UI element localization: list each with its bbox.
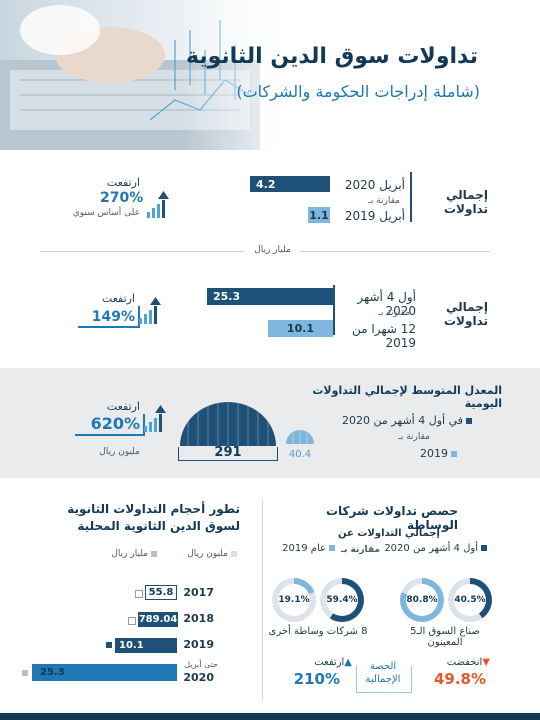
brokers-legend-current-swatch xyxy=(481,545,487,551)
daily-small-dome xyxy=(286,430,314,444)
volumes-2020-note: حتى أبريل xyxy=(184,660,218,669)
donut-other-brokers-previous: 19.1% xyxy=(272,578,316,622)
decline-group: ▼انخفضت xyxy=(420,657,490,668)
daily-legend-current-swatch xyxy=(466,418,472,424)
daily-legend-previous-text: 2019 xyxy=(420,447,448,460)
hero-fade xyxy=(180,0,540,150)
share-label-box xyxy=(356,666,412,693)
volumes-legend-billion-text: مليار ريال xyxy=(111,549,148,559)
volumes-title-line2: لسوق الدين الثانوية المحلية xyxy=(77,519,240,533)
section1-divider-line xyxy=(410,172,412,222)
daily-average-title: المعدل المتوسط لإجمالي التداولات اليومية xyxy=(312,384,502,410)
donut-other-brokers-current: 59.4% xyxy=(320,578,364,622)
section1-growth-arrow-icon xyxy=(147,191,169,218)
daily-legend-current: في أول 4 أشهر من 2020 xyxy=(335,414,475,427)
volumes-2017-year: 2017 xyxy=(183,586,214,599)
daily-small-value: 40.4 xyxy=(288,449,312,460)
volumes-legend-million-swatch xyxy=(231,550,237,557)
brokers-legend-previous: عام 2019 xyxy=(280,543,338,554)
volumes-2017-marker xyxy=(135,590,143,598)
donut-market-makers-current: 40.5% xyxy=(448,578,492,622)
daily-legend-previous: 2019 xyxy=(390,447,460,460)
volumes-legend-million-text: مليون ريال xyxy=(187,549,228,559)
section1-label: إجمالي تداولات xyxy=(443,188,488,216)
daily-legend-previous-swatch xyxy=(451,451,457,457)
volumes-2019-bar: 10.1 xyxy=(115,638,177,653)
volumes-2020-year: 2020 xyxy=(183,671,214,684)
section2-current-bar: 25.3 xyxy=(207,288,333,305)
decline-word: انخفضت xyxy=(446,657,483,668)
section1-compare-text: مقارنة بـ xyxy=(368,196,400,206)
column-divider xyxy=(262,500,263,700)
volumes-legend-million: مليون ريال xyxy=(160,549,240,559)
section2-growth-arrow-icon xyxy=(139,297,161,324)
section1-change-word: ارتفعت xyxy=(106,176,140,189)
daily-compare-text: مقارنة بـ xyxy=(398,432,430,442)
unit-divider-label: مليار ريال xyxy=(254,245,291,255)
daily-change-value: 620% xyxy=(90,414,140,433)
volumes-2020-marker xyxy=(22,670,28,676)
daily-big-dome xyxy=(180,402,276,446)
section1-previous-label: أبريل 2019 xyxy=(344,209,405,223)
section2-change-box xyxy=(78,306,140,328)
volumes-title-line1: تطور أحجام التداولات الثانوية xyxy=(67,502,240,516)
volumes-2018-year: 2018 xyxy=(183,612,214,625)
brokers-legend-previous-text: عام 2019 xyxy=(282,543,326,554)
down-arrow-icon: ▼ xyxy=(482,657,490,668)
brokers-subtitle: إجمالي التداولات عن xyxy=(338,528,440,539)
section1-previous-bar: 1.1 xyxy=(308,207,330,223)
daily-change-word: ارتفعت xyxy=(106,400,140,413)
page-subtitle: (شاملة إدراجات الحكومة والشركات) xyxy=(236,82,480,101)
share-label: الحصة الإجمالية xyxy=(365,661,401,685)
volumes-2019-marker xyxy=(106,642,112,648)
unit-divider-line-left xyxy=(40,251,245,252)
brokers-legend-current: أول 4 أشهر من 2020 xyxy=(380,543,490,554)
increase-value: 210% xyxy=(293,670,340,688)
section1-change-note: على أساس سنوي xyxy=(72,208,140,218)
section2-previous-label: 12 شهرا من 2019 xyxy=(351,322,416,350)
donut-market-makers-previous: 80.8% xyxy=(400,578,444,622)
daily-average-band xyxy=(0,368,540,478)
daily-big-base xyxy=(178,447,278,461)
section2-divider-line xyxy=(333,285,335,335)
section2-change-value: 149% xyxy=(91,309,135,325)
daily-legend-current-text: في أول 4 أشهر من 2020 xyxy=(342,414,463,427)
volumes-2018-marker xyxy=(128,617,136,625)
section2-previous-bar: 10.1 xyxy=(268,320,333,337)
volumes-legend-billion-swatch xyxy=(151,550,157,557)
daily-change-box xyxy=(75,414,145,436)
donut-market-makers-label: صناع السوق الـ5 المعينون xyxy=(410,626,480,648)
volumes-2017-bar: 55.8 xyxy=(145,585,177,600)
volumes-legend-billion: مليار ريال xyxy=(90,549,160,559)
unit-divider-line-right xyxy=(300,251,490,252)
increase-word: ارتفعت xyxy=(314,657,345,668)
section2-compare-text: مقارنة بـ xyxy=(378,308,410,318)
section1-change-value: 270% xyxy=(100,190,144,206)
brokers-legend-previous-swatch xyxy=(329,545,335,551)
increase-group: ▲ارتفعت xyxy=(280,657,352,668)
volumes-2020-bar: 25.3 xyxy=(32,664,177,681)
section2-current-label: أول 4 أشهر 2020 xyxy=(357,290,416,318)
daily-big-value: 291 xyxy=(214,445,242,460)
daily-unit: مليون ريال xyxy=(99,447,140,457)
page-title: تداولات سوق الدين الثانوية xyxy=(185,44,478,69)
volumes-2018-bar: 789.04 xyxy=(138,612,178,627)
up-arrow-icon: ▲ xyxy=(344,657,352,668)
donut-market-makers-current-value: 40.5% xyxy=(454,584,486,616)
donut-market-makers-previous-value: 80.8% xyxy=(406,584,438,616)
brokers-title: حصص تداولات شركات الوساطة xyxy=(325,504,458,532)
volumes-2019-year: 2019 xyxy=(183,638,214,651)
decline-value: 49.8% xyxy=(433,670,486,688)
donut-other-brokers-label: 8 شركات وساطة أخرى xyxy=(268,626,368,637)
section1-current-label: أبريل 2020 xyxy=(344,178,405,192)
brokers-compare-text: مقارنة بـ xyxy=(340,545,380,555)
section2-label: إجمالي تداولات xyxy=(443,300,488,328)
footer-bar xyxy=(0,713,540,720)
section1-current-bar: 4.2 xyxy=(250,176,330,192)
brokers-legend-current-text: أول 4 أشهر من 2020 xyxy=(384,543,478,554)
donut-other-brokers-current-value: 59.4% xyxy=(326,584,358,616)
donut-other-brokers-previous-value: 19.1% xyxy=(278,584,310,616)
section2-change-word: ارتفعت xyxy=(101,292,135,305)
daily-growth-arrow-icon xyxy=(144,405,166,432)
